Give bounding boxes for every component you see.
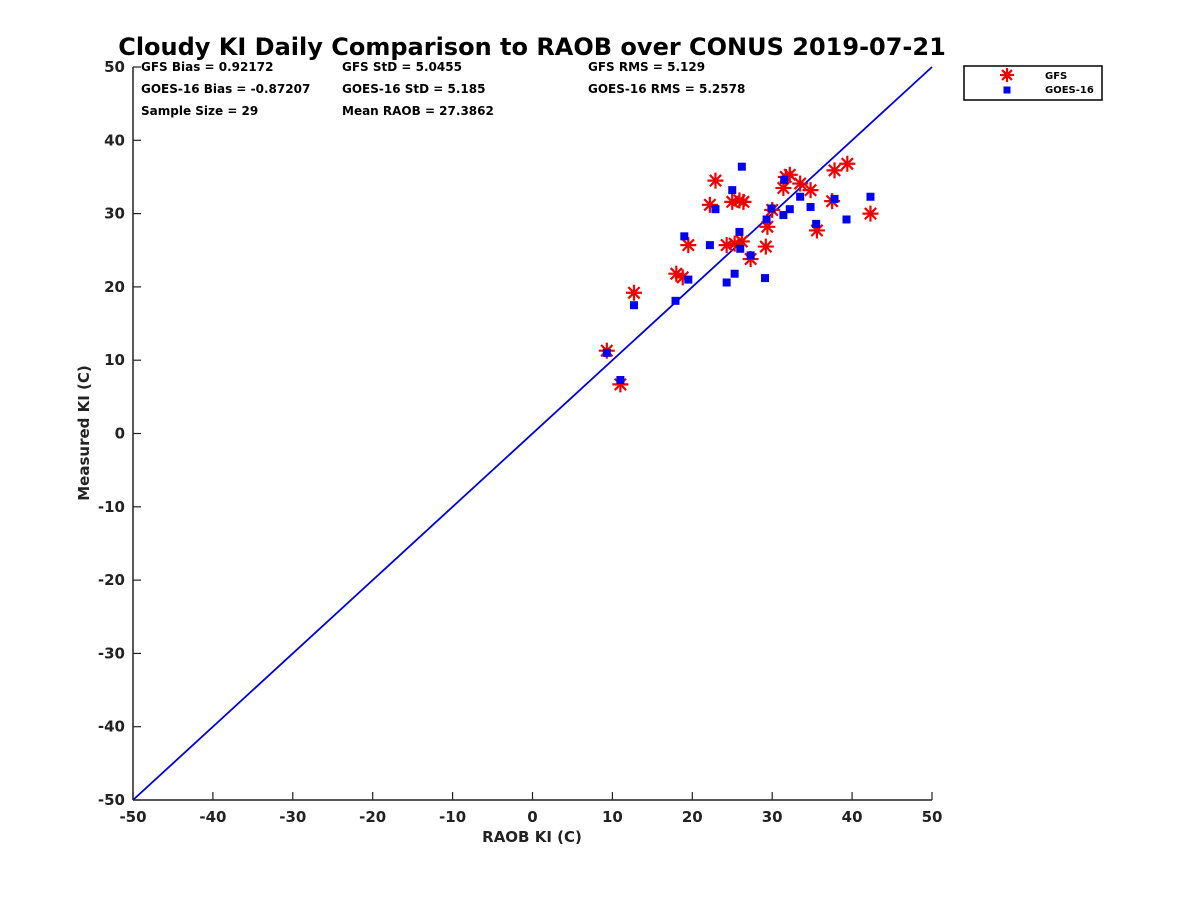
legend-goes-square — [1003, 86, 1011, 94]
x-tick-label: -20 — [359, 808, 386, 826]
legend-goes-marker — [1003, 86, 1011, 94]
goes-16-point — [671, 296, 680, 305]
legend-gfs-marker — [1000, 68, 1014, 82]
gfs-std-text: GFS StD = 5.0455 — [342, 60, 462, 74]
goes-16-point — [806, 203, 815, 212]
y-tick-label: 10 — [104, 351, 125, 369]
y-tick-label: -10 — [98, 498, 125, 516]
legend-goes-label: GOES-16 — [1045, 85, 1094, 96]
goes-std-text: GOES-16 StD = 5.185 — [342, 82, 485, 96]
goes-16-point — [830, 194, 839, 203]
goes-16-point — [602, 348, 611, 357]
gfs-point — [775, 179, 792, 196]
x-tick-label: -30 — [279, 808, 306, 826]
chart-title: Cloudy KI Daily Comparison to RAOB over … — [118, 33, 946, 61]
y-tick-label: 0 — [115, 425, 125, 443]
legend-gfs-label: GFS — [1045, 71, 1067, 82]
goes-16-point — [735, 227, 744, 236]
x-tick-label: -50 — [119, 808, 146, 826]
gfs-bias-text: GFS Bias = 0.92172 — [141, 60, 273, 74]
goes-16-point — [779, 211, 788, 220]
reference-line — [132, 66, 933, 801]
goes-16-point — [680, 232, 689, 241]
y-tick-label: -40 — [98, 718, 125, 736]
stats-annotations: GFS Bias = 0.92172 GFS StD = 5.0455 GFS … — [141, 60, 745, 118]
sample-size-text: Sample Size = 29 — [141, 104, 258, 118]
y-tick-label: -30 — [98, 644, 125, 662]
gfs-point — [701, 196, 718, 213]
gfs-rms-text: GFS RMS = 5.129 — [588, 60, 705, 74]
x-tick-label: 40 — [842, 808, 863, 826]
one-to-one-line — [132, 66, 933, 801]
x-tick-label: 30 — [762, 808, 783, 826]
goes-16-point — [842, 215, 851, 224]
x-tick-label: 50 — [922, 808, 943, 826]
goes-16-point — [730, 269, 739, 278]
gfs-series — [598, 155, 879, 393]
y-tick-label: 30 — [104, 205, 125, 223]
gfs-point — [735, 193, 752, 210]
gfs-point — [792, 175, 809, 192]
x-tick-label: 20 — [682, 808, 703, 826]
goes-16-point — [785, 205, 794, 214]
y-tick-label: -20 — [98, 571, 125, 589]
legend-box — [963, 65, 1103, 101]
x-axis-label: RAOB KI (C) — [482, 828, 582, 846]
goes-16-point — [629, 301, 638, 310]
y-tick-label: 20 — [104, 278, 125, 296]
goes-16-point — [737, 162, 746, 171]
goes-16-point — [812, 219, 821, 228]
gfs-point — [707, 172, 724, 189]
goes-16-series — [602, 162, 875, 384]
goes-16-point — [746, 251, 755, 260]
mean-raob-text: Mean RAOB = 27.3862 — [342, 104, 494, 118]
goes-16-point — [866, 192, 875, 201]
goes-bias-text: GOES-16 Bias = -0.87207 — [141, 82, 310, 96]
legend-gfs-asterisk — [1000, 68, 1014, 82]
gfs-point — [757, 238, 774, 255]
x-axis: -50 -40 -30 -20 -10 0 10 20 30 40 50 — [119, 792, 942, 826]
legend: GFS GOES-16 — [963, 65, 1103, 101]
goes-16-point — [761, 274, 770, 283]
goes-16-point — [728, 186, 737, 195]
goes-16-point — [705, 241, 714, 250]
goes-16-point — [711, 205, 720, 214]
goes-16-point — [762, 215, 771, 224]
goes-16-point — [736, 244, 745, 253]
y-axis: 50 40 30 20 10 0 -10 -20 -30 -40 -50 — [98, 58, 141, 809]
x-tick-label: -40 — [199, 808, 226, 826]
x-tick-label: 10 — [602, 808, 623, 826]
goes-16-point — [722, 278, 731, 287]
gfs-point — [625, 284, 642, 301]
y-tick-label: 40 — [104, 131, 125, 149]
goes-rms-text: GOES-16 RMS = 5.2578 — [588, 82, 745, 96]
x-tick-label: 0 — [527, 808, 537, 826]
x-tick-label: -10 — [439, 808, 466, 826]
gfs-point — [826, 162, 843, 179]
goes-16-point — [767, 204, 776, 213]
goes-16-point — [616, 375, 625, 384]
goes-16-point — [796, 192, 805, 201]
y-tick-label: -50 — [98, 791, 125, 809]
gfs-point — [802, 182, 819, 199]
goes-16-point — [684, 275, 693, 284]
y-axis-label: Measured KI (C) — [75, 365, 93, 501]
gfs-point — [839, 155, 856, 172]
goes-16-point — [780, 175, 789, 184]
y-tick-label: 50 — [104, 58, 125, 76]
gfs-point — [862, 205, 879, 222]
